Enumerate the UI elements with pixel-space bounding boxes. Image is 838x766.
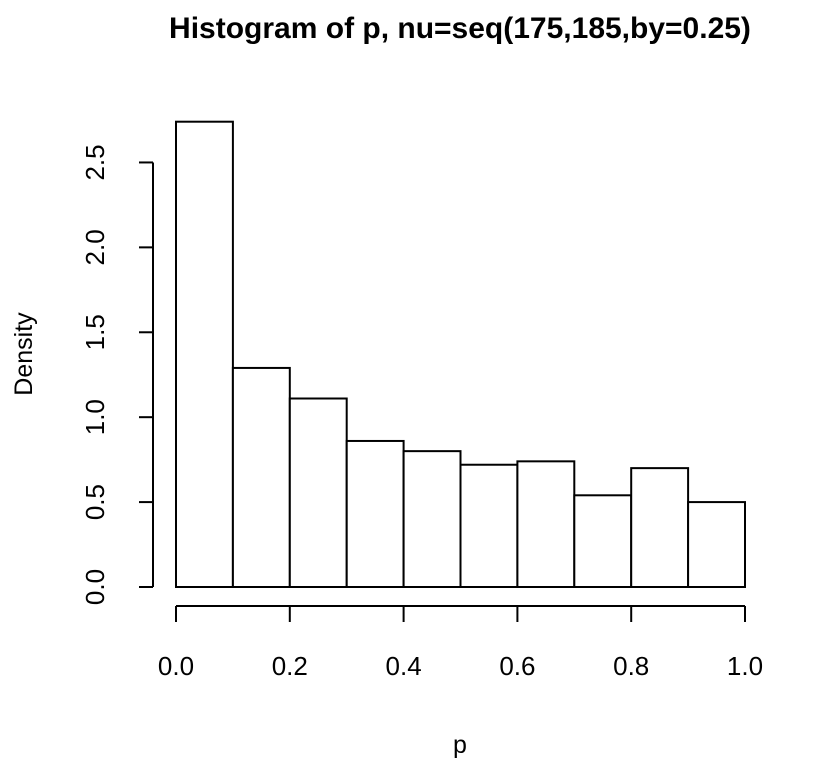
x-axis: 0.0 0.2 0.4 0.6 0.8 1.0 xyxy=(158,605,763,681)
y-tick-label: 0.0 xyxy=(80,569,110,605)
chart-title: Histogram of p, nu=seq(175,185,by=0.25) xyxy=(169,12,751,45)
x-tick-label: 0.4 xyxy=(386,651,422,681)
y-tick-label: 1.5 xyxy=(80,314,110,350)
x-tick-label: 0.6 xyxy=(499,651,535,681)
y-tick-label: 0.5 xyxy=(80,484,110,520)
x-tick-label: 0.2 xyxy=(272,651,308,681)
x-tick-label: 0.0 xyxy=(158,651,194,681)
y-axis: 0.0 0.5 1.0 1.5 2.0 2.5 xyxy=(80,144,154,605)
histogram-bar xyxy=(288,397,348,589)
y-tick-label: 1.0 xyxy=(80,399,110,435)
histogram-bar xyxy=(687,501,746,588)
histogram-bar xyxy=(231,366,291,588)
histogram-bars xyxy=(175,120,746,589)
histogram-bar xyxy=(402,450,462,588)
histogram-bar xyxy=(573,494,633,589)
histogram-bar xyxy=(630,467,690,588)
y-axis-title: Density xyxy=(10,312,38,396)
x-axis-title: p xyxy=(453,731,467,759)
histogram-bar xyxy=(175,120,234,588)
histogram-bar xyxy=(516,460,576,588)
y-tick-label: 2.0 xyxy=(80,229,110,265)
y-tick-label: 2.5 xyxy=(80,144,110,180)
x-tick-label: 0.8 xyxy=(613,651,649,681)
histogram-bar xyxy=(459,463,519,588)
histogram-bar xyxy=(345,439,405,588)
x-tick-label: 1.0 xyxy=(727,651,763,681)
